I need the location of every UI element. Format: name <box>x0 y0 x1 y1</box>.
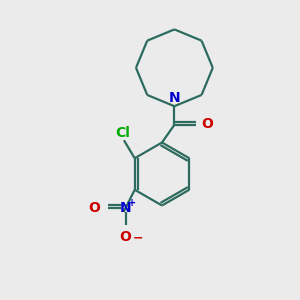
Text: N: N <box>169 91 181 105</box>
Text: O: O <box>120 230 131 244</box>
Text: O: O <box>88 201 100 215</box>
Text: Cl: Cl <box>115 126 130 140</box>
Text: N: N <box>120 201 131 215</box>
Text: O: O <box>201 117 213 130</box>
Text: +: + <box>128 198 136 208</box>
Text: −: − <box>133 231 143 244</box>
